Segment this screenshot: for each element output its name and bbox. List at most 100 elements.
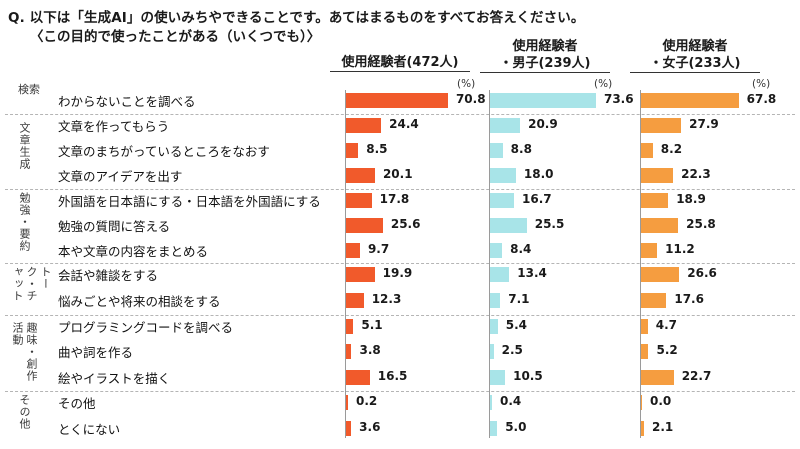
category-label: 悩みごとや将来の相談をする (58, 294, 221, 309)
bar (490, 343, 494, 359)
value-label: 5.2 (656, 343, 678, 357)
category-label: 本や文章の内容をまとめる (58, 244, 209, 259)
bar (490, 369, 506, 385)
value-label: 13.4 (517, 266, 547, 280)
column-header-male-line2: ・男子(239人) (480, 55, 610, 73)
value-label: 7.1 (508, 292, 530, 306)
value-label: 24.4 (389, 117, 419, 131)
bar (641, 167, 674, 183)
value-label: 73.6 (603, 92, 634, 106)
value-label: 11.2 (665, 242, 695, 256)
value-label: 4.7 (655, 318, 678, 332)
value-label: 9.7 (367, 242, 390, 256)
bar (641, 117, 682, 133)
category-label: とくにない (58, 422, 121, 437)
value-label: 3.8 (359, 343, 381, 357)
value-label: 18.9 (676, 192, 706, 206)
bar (641, 142, 653, 158)
bar (346, 117, 382, 133)
value-label: 25.5 (534, 217, 565, 231)
bar (346, 292, 364, 308)
bar (490, 318, 498, 334)
value-label: 25.8 (686, 217, 716, 231)
bar (490, 167, 516, 183)
category-label: 勉強の質問に答える (58, 219, 171, 234)
column-header-female: 使用経験者 ・女子(233人) (630, 38, 760, 73)
bar (490, 292, 501, 308)
value-label: 5.1 (361, 318, 383, 332)
bar (346, 242, 360, 258)
column-header-male-line1: 使用経験者 (512, 39, 578, 54)
bar (346, 142, 359, 158)
value-label: 26.6 (687, 266, 717, 280)
value-label: 25.6 (390, 217, 421, 231)
bar (346, 217, 383, 233)
value-label: 8.5 (366, 142, 388, 156)
value-label: 16.5 (377, 369, 408, 383)
category-label: 文章のアイデアを出す (58, 169, 183, 184)
category-label: その他 (58, 396, 96, 411)
column-header-all: 使用経験者(472人) (330, 54, 470, 72)
bar (641, 394, 642, 410)
bar (490, 92, 596, 108)
bar (346, 92, 448, 108)
bar (641, 318, 648, 334)
group-separator (5, 315, 795, 316)
value-label: 70.8 (455, 92, 486, 106)
bar (641, 217, 679, 233)
bar (346, 167, 375, 183)
value-label: 8.8 (510, 142, 532, 156)
bar (346, 343, 352, 359)
category-label: 会話や雑談をする (58, 268, 159, 283)
bar (346, 369, 370, 385)
column-axis-line (345, 90, 346, 438)
bar (641, 343, 649, 359)
value-label: 18.0 (523, 167, 554, 181)
group-label-study: 勉強・要約 (18, 192, 31, 252)
question-subtitle: 〈この目的で使ったことがある（いくつでも）〉 (30, 29, 321, 45)
value-label: 16.7 (522, 192, 552, 206)
category-label: 文章を作ってもらう (58, 119, 170, 134)
category-label: わからないことを調べる (58, 94, 196, 109)
value-label: 22.7 (681, 369, 712, 383)
value-label: 20.9 (528, 117, 558, 131)
bar (490, 394, 492, 410)
bar (346, 266, 375, 282)
bar (641, 266, 680, 282)
value-label: 19.9 (382, 266, 413, 280)
value-label: 3.6 (359, 420, 381, 434)
value-label: 17.6 (674, 292, 704, 306)
value-label: 10.5 (513, 369, 543, 383)
group-label-chat: トーク・チャット (11, 266, 52, 302)
group-label-other: その他 (18, 394, 31, 430)
value-label: 0.4 (500, 394, 522, 408)
bar (490, 420, 498, 436)
column-header-male: 使用経験者 ・男子(239人) (480, 38, 610, 73)
bar (346, 394, 348, 410)
unit-label-all: (%) (457, 78, 476, 90)
column-header-all-text: 使用経験者(472人) (330, 54, 470, 72)
question-title: Q. 以下は「生成AI」の使いみちやできることです。あてはまるものをすべてお答え… (8, 10, 585, 26)
group-separator (5, 189, 795, 190)
group-separator (5, 114, 795, 115)
bar (346, 318, 354, 334)
value-label: 2.1 (652, 420, 674, 434)
value-label: 67.8 (746, 92, 777, 106)
bar (490, 242, 503, 258)
value-label: 12.3 (371, 292, 402, 306)
unit-label-male: (%) (594, 78, 613, 90)
value-label: 5.4 (505, 318, 528, 332)
bar (346, 420, 352, 436)
category-label: 絵やイラストを描く (58, 371, 171, 386)
group-label-hobby: 趣味・創作活動 (11, 322, 38, 382)
bar (490, 217, 527, 233)
group-label-writing: 文章生成 (18, 122, 31, 170)
value-label: 8.4 (510, 242, 532, 256)
column-axis-line (640, 90, 641, 438)
value-label: 8.2 (660, 142, 683, 156)
column-header-female-line1: 使用経験者 (662, 39, 728, 54)
category-label: 曲や詞を作る (58, 345, 134, 360)
value-label: 22.3 (681, 167, 711, 181)
group-label-search: 検索 (18, 83, 40, 96)
bar (641, 420, 645, 436)
